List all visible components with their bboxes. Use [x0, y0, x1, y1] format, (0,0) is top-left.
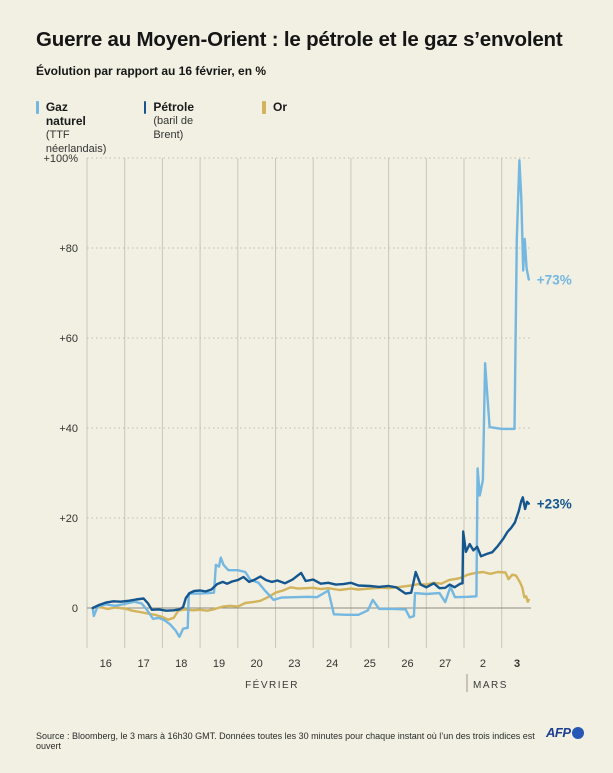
x-tick-label: 3	[514, 658, 520, 670]
x-tick-label: 18	[175, 658, 187, 670]
series-line-gaz	[91, 159, 530, 638]
month-label-february: FÉVRIER	[245, 678, 299, 691]
y-tick-label: +100%	[43, 153, 78, 165]
legend-item-oil: Pétrole (baril de Brent)	[144, 100, 196, 142]
x-tick-label: 19	[213, 658, 225, 670]
series-end-label-gaz: +73%	[537, 273, 572, 288]
x-tick-label: 17	[137, 658, 149, 670]
y-tick-label: +60	[59, 333, 78, 345]
month-label-march: MARS	[473, 680, 508, 691]
x-tick-label: 2	[480, 658, 486, 670]
oil-legend-swatch	[144, 101, 147, 114]
gold-legend-swatch	[262, 101, 266, 114]
legend-label: Or	[273, 100, 288, 114]
x-tick-label: 25	[364, 658, 376, 670]
legend-label: Pétrole	[153, 100, 195, 114]
legend-sublabel: (baril de Brent)	[153, 115, 194, 141]
series-line-or	[91, 570, 530, 621]
legend-label: Gaz naturel	[45, 100, 86, 128]
y-tick-label: +20	[59, 513, 78, 525]
series-line-petrole	[91, 496, 530, 612]
afp-logo-text: AFP	[546, 725, 571, 740]
afp-logo: AFP	[546, 725, 584, 740]
legend-sublabel: (TTF néerlandais)	[45, 129, 107, 155]
x-tick-label: 27	[439, 658, 451, 670]
afp-logo-dot-icon	[571, 726, 584, 739]
legend-item-gold: Or	[262, 100, 287, 114]
gas-legend-swatch	[36, 101, 39, 114]
legend-item-gas: Gaz naturel (TTF néerlandais)	[36, 100, 108, 156]
x-tick-label: 20	[250, 658, 262, 670]
y-tick-label: +40	[59, 423, 78, 435]
x-tick-label: 16	[100, 658, 112, 670]
x-tick-label: 24	[326, 658, 338, 670]
x-tick-label: 26	[401, 658, 413, 670]
series-end-label-petrole: +23%	[537, 497, 572, 512]
y-tick-label: 0	[72, 603, 78, 615]
page-title: Guerre au Moyen-Orient : le pétrole et l…	[36, 28, 563, 51]
chart-subtitle: Évolution par rapport au 16 février, en …	[36, 64, 267, 78]
y-tick-label: +80	[59, 243, 78, 255]
source-note: Source : Bloomberg, le 3 mars à 16h30 GM…	[36, 731, 535, 751]
x-tick-label: 23	[288, 658, 300, 670]
